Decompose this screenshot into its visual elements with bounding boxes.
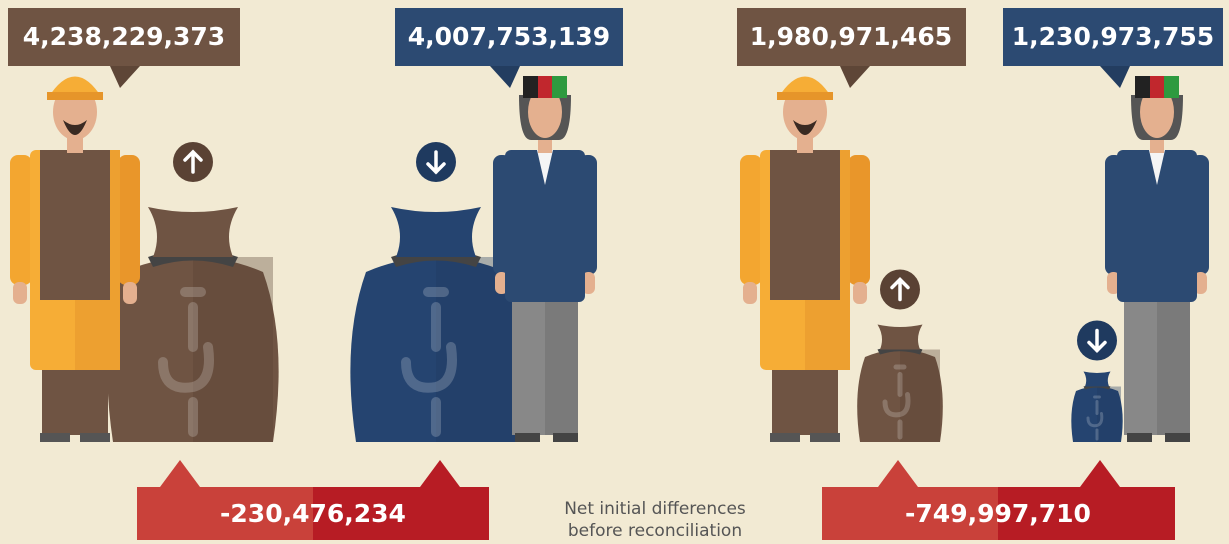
hat-band <box>47 92 103 100</box>
hat <box>1164 76 1179 98</box>
arrow-icon <box>1077 321 1117 361</box>
hat <box>552 76 567 98</box>
infographic: 4,238,229,373 4,007,753,139 -230,476,234… <box>0 0 1229 544</box>
shoe <box>1165 433 1190 442</box>
hat-band <box>777 92 833 100</box>
arm <box>740 155 762 285</box>
leg <box>772 365 838 435</box>
arm <box>848 155 870 285</box>
difference: -749,997,710 <box>905 499 1091 528</box>
arm <box>118 155 140 285</box>
arrow-icon <box>416 142 456 182</box>
arrow-icon <box>880 270 920 310</box>
note: Net initial differences <box>564 499 746 519</box>
vest <box>770 150 840 300</box>
neck <box>391 207 481 257</box>
left-value: 1,980,971,465 <box>750 22 952 51</box>
neck <box>878 325 923 350</box>
shoe <box>40 433 70 442</box>
note: before reconciliation <box>568 521 742 541</box>
shoe <box>553 433 578 442</box>
shoe <box>1127 433 1152 442</box>
pants-shade <box>1157 295 1190 435</box>
arrow-icon <box>173 142 213 182</box>
hat <box>1135 76 1150 98</box>
hat <box>1150 76 1164 98</box>
leg <box>42 365 108 435</box>
hat <box>538 76 552 98</box>
shoe <box>80 433 110 442</box>
neck <box>1084 372 1111 387</box>
arm <box>10 155 32 285</box>
hand <box>743 282 757 304</box>
right-value: 1,230,973,755 <box>1012 22 1214 51</box>
difference: -230,476,234 <box>220 499 406 528</box>
right-value: 4,007,753,139 <box>408 22 610 51</box>
hat <box>523 76 538 98</box>
shoe <box>515 433 540 442</box>
hand <box>13 282 27 304</box>
left-value: 4,238,229,373 <box>23 22 225 51</box>
shoe <box>810 433 840 442</box>
hand <box>853 282 867 304</box>
pants-shade <box>545 295 578 435</box>
neck <box>148 207 238 257</box>
hand <box>123 282 137 304</box>
page: 4,238,229,373 4,007,753,139 -230,476,234… <box>0 0 1229 544</box>
shoe <box>770 433 800 442</box>
vest <box>40 150 110 300</box>
